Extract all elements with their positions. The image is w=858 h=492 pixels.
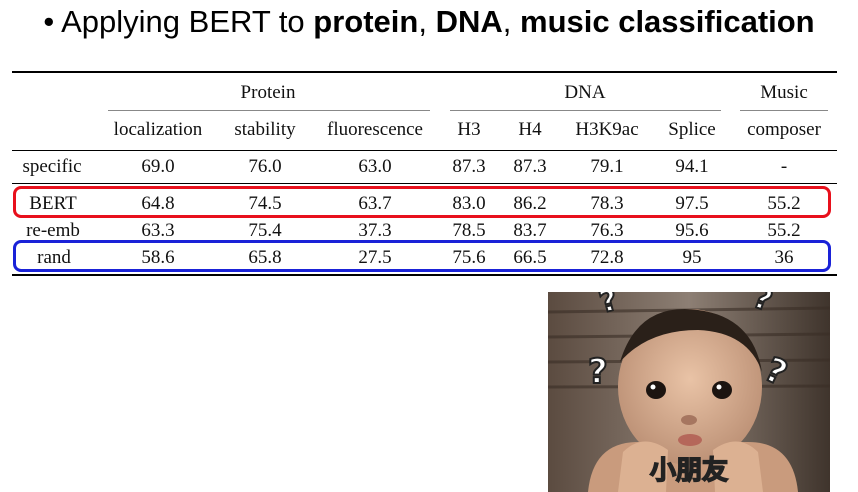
- bert-row-highlight: [13, 186, 831, 218]
- column-header: H3K9ac: [575, 119, 639, 140]
- table-cell: 63.3: [141, 220, 175, 241]
- table-cell: 27.5: [358, 247, 392, 268]
- table-cell: 55.2: [767, 193, 801, 214]
- table-cell: 86.2: [513, 193, 547, 214]
- table-cell: 72.8: [590, 247, 624, 268]
- group-header-music: Music: [760, 82, 808, 103]
- row-label: BERT: [29, 193, 77, 214]
- table-cell: 83.0: [452, 193, 486, 214]
- table-cell: 64.8: [141, 193, 175, 214]
- column-header: Splice: [668, 119, 716, 140]
- dna-group-rule: [450, 110, 721, 111]
- column-header: fluorescence: [327, 119, 423, 140]
- table-cell: 37.3: [358, 220, 392, 241]
- title-dna: DNA: [435, 4, 503, 39]
- photo-caption: 小朋友: [649, 455, 729, 487]
- music-group-rule: [740, 110, 828, 111]
- table-cell: 58.6: [141, 247, 175, 268]
- group-header-dna: DNA: [564, 82, 606, 103]
- table-cell: 76.0: [248, 156, 282, 177]
- table-cell: 97.5: [675, 193, 709, 214]
- table-cell: 69.0: [141, 156, 175, 177]
- table-cell: 36: [774, 247, 794, 268]
- title-music: music classification: [520, 4, 815, 39]
- protein-group-rule: [108, 110, 430, 111]
- table-cell: 79.1: [590, 156, 624, 177]
- column-header: H3: [457, 119, 481, 140]
- column-header: composer: [747, 119, 821, 140]
- group-header-protein: Protein: [240, 82, 296, 103]
- title-sep: ,: [418, 4, 436, 39]
- table-bottom-rule: [12, 274, 837, 276]
- table-cell: 75.6: [452, 247, 486, 268]
- row-label: specific: [22, 156, 82, 177]
- baby-meme-photo: ? ? ? ? 小朋友: [548, 292, 830, 492]
- table-cell: 83.7: [513, 220, 547, 241]
- table-cell: 75.4: [248, 220, 282, 241]
- table-cell: 63.0: [358, 156, 392, 177]
- title-text: Applying BERT to: [61, 4, 314, 39]
- row-label: re-emb: [26, 220, 80, 241]
- table-top-rule: [12, 71, 837, 73]
- table-cell: 95.6: [675, 220, 709, 241]
- table-cell: 87.3: [452, 156, 486, 177]
- row-label: rand: [37, 247, 71, 268]
- column-header: stability: [234, 119, 296, 140]
- table-cell: 66.5: [513, 247, 547, 268]
- column-header: H4: [518, 119, 542, 140]
- specific-rule: [12, 183, 837, 184]
- table-cell: 78.5: [452, 220, 486, 241]
- table-cell: 74.5: [248, 193, 282, 214]
- rand-row-highlight: [13, 240, 831, 272]
- title-protein: protein: [313, 4, 419, 39]
- bullet: •: [43, 4, 55, 39]
- title-sep: ,: [502, 4, 520, 39]
- table-cell: 55.2: [767, 220, 801, 241]
- table-cell: 63.7: [358, 193, 392, 214]
- column-header: localization: [113, 119, 203, 140]
- table-cell: 78.3: [590, 193, 624, 214]
- slide-title: • Applying BERT to protein, DNA, music c…: [0, 4, 858, 40]
- table-cell: 65.8: [248, 247, 282, 268]
- table-cell: 95: [682, 247, 702, 268]
- table-cell: -: [780, 156, 788, 177]
- baby-meme-illustration: [548, 292, 830, 492]
- table-cell: 76.3: [590, 220, 624, 241]
- table-cell: 94.1: [675, 156, 709, 177]
- question-mark: ?: [587, 351, 609, 393]
- header-rule: [12, 150, 837, 151]
- table-cell: 87.3: [513, 156, 547, 177]
